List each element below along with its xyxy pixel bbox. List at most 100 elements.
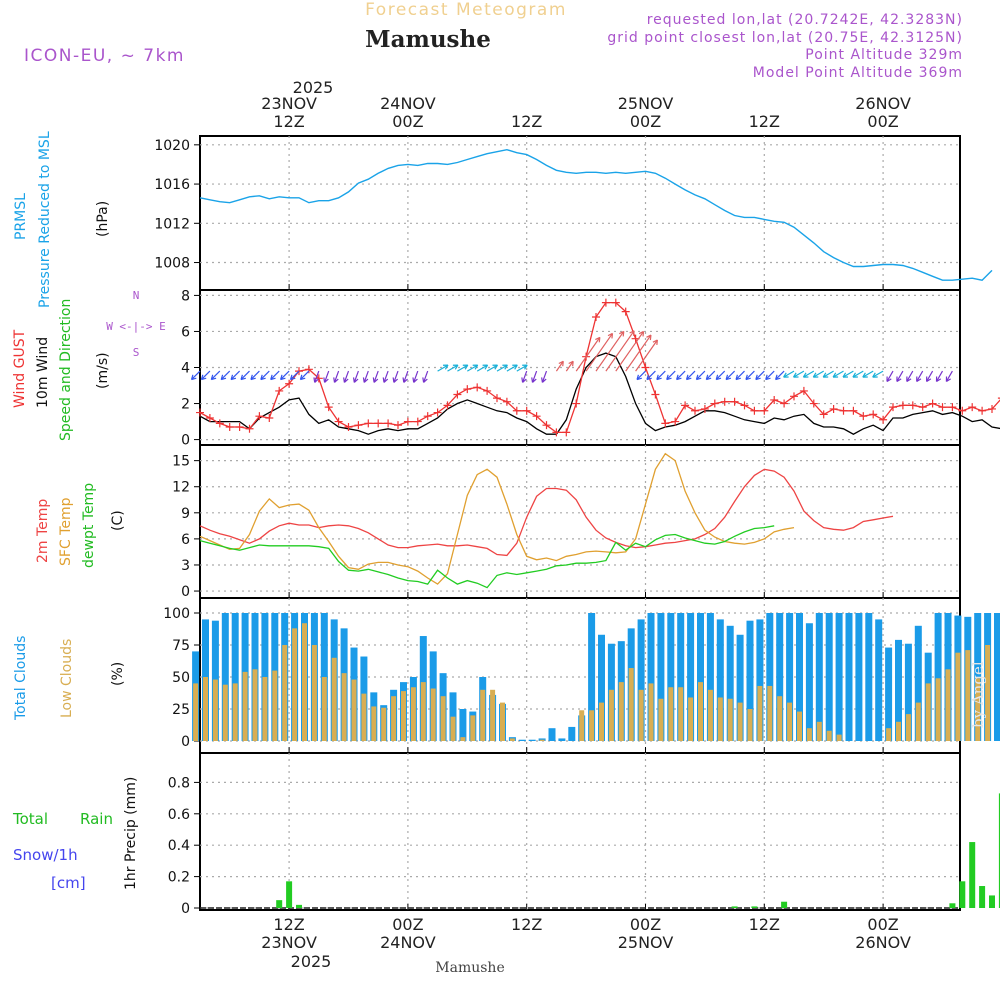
wind-arrow bbox=[605, 330, 635, 372]
top-date-label: 25NOV bbox=[618, 94, 674, 113]
wind-arrowhead bbox=[402, 377, 408, 383]
gust-marker bbox=[740, 401, 749, 410]
wind-arrowhead bbox=[362, 377, 369, 383]
wind-arrow bbox=[457, 364, 469, 372]
wind-arrowhead bbox=[926, 376, 932, 383]
y-tick-label: 2 bbox=[181, 397, 190, 413]
wind-arrow bbox=[333, 370, 340, 383]
wind-arrow bbox=[935, 370, 944, 382]
header-location-title: Mamushe bbox=[365, 26, 491, 53]
gust-marker bbox=[710, 399, 719, 408]
low-cloud-bar bbox=[450, 716, 456, 741]
low-cloud-bar bbox=[341, 673, 347, 741]
total-cloud-bar bbox=[815, 613, 823, 741]
wind-arrowhead bbox=[190, 374, 197, 381]
rain-bar bbox=[989, 895, 995, 908]
gust-marker bbox=[453, 390, 462, 399]
wind-arrow bbox=[615, 331, 645, 372]
rain-bar bbox=[286, 881, 293, 908]
top-hour-label: 12Z bbox=[511, 112, 542, 131]
gust-marker bbox=[691, 406, 699, 415]
wind-arrow bbox=[423, 370, 429, 383]
low-cloud-bar bbox=[440, 696, 446, 741]
y-tick-label: 0 bbox=[181, 584, 190, 600]
wind-gust-line bbox=[199, 301, 1000, 434]
total-cloud-bar bbox=[796, 613, 803, 741]
total-cloud-bar bbox=[746, 620, 754, 741]
top-hour-label: 12Z bbox=[749, 112, 780, 131]
low-cloud-bar bbox=[262, 677, 268, 741]
y-tick-label: 8 bbox=[181, 288, 190, 304]
gust-marker bbox=[928, 399, 937, 408]
wind-arrow bbox=[280, 370, 290, 381]
gust-marker bbox=[958, 406, 967, 415]
low-cloud-bar bbox=[707, 689, 713, 741]
panel-frame bbox=[199, 752, 961, 911]
wind-arrow bbox=[210, 370, 221, 381]
wind-arrow bbox=[842, 370, 854, 378]
wind-arrowhead bbox=[896, 376, 902, 383]
rain-bar bbox=[959, 881, 966, 908]
header-subtitle: Forecast Meteogram bbox=[365, 0, 567, 20]
gust-marker bbox=[948, 403, 957, 412]
gust-marker bbox=[770, 395, 779, 404]
rain-bar bbox=[949, 903, 956, 908]
low-cloud-bar bbox=[292, 628, 298, 741]
low-cloud-bar bbox=[272, 670, 278, 741]
wind-arrow bbox=[676, 370, 686, 381]
low-cloud-bar bbox=[975, 678, 981, 741]
wind-arrowhead bbox=[852, 372, 858, 378]
wind-arrowhead bbox=[666, 374, 672, 381]
low-cloud-bar bbox=[212, 679, 218, 741]
bottom-date-label: 26NOV bbox=[855, 933, 911, 952]
wind-arrow bbox=[745, 370, 755, 381]
wind-arrow bbox=[765, 370, 775, 381]
gust-marker bbox=[324, 403, 333, 412]
gust-marker bbox=[601, 298, 610, 307]
gust-marker bbox=[908, 401, 917, 410]
gust-marker bbox=[988, 404, 996, 413]
wind-speed-line bbox=[199, 352, 1000, 435]
wind-arrowhead bbox=[755, 374, 761, 381]
precip-label-rain: Rain bbox=[80, 810, 113, 828]
wind-arrowhead bbox=[442, 364, 449, 370]
top-hour-label: 00Z bbox=[392, 112, 423, 131]
wind-arrow bbox=[862, 370, 874, 378]
wind-arrowhead bbox=[745, 374, 751, 381]
low-cloud-bar bbox=[905, 714, 911, 741]
wind-arrow bbox=[260, 370, 270, 381]
y-tick-label: 4 bbox=[181, 361, 190, 377]
total-cloud-bar bbox=[221, 613, 229, 741]
wind-arrow bbox=[299, 370, 310, 381]
wind-arrowhead bbox=[522, 364, 528, 370]
wind-arrowhead bbox=[783, 372, 789, 378]
wind-arrowhead bbox=[705, 374, 712, 381]
bottom-hour-label: 00Z bbox=[392, 915, 423, 934]
total-cloud-bar bbox=[518, 739, 526, 741]
wind-arrowhead bbox=[313, 377, 319, 383]
wind-arrow bbox=[476, 364, 488, 372]
gust-marker bbox=[809, 399, 818, 408]
wind-arrow bbox=[220, 370, 231, 381]
low-cloud-bar bbox=[668, 687, 674, 741]
gust-marker bbox=[344, 422, 353, 431]
wind-arrow bbox=[646, 370, 656, 381]
gust-marker bbox=[661, 419, 670, 428]
wind-arrow bbox=[353, 370, 359, 383]
total-cloud-bar bbox=[657, 613, 665, 741]
top-hour-label: 00Z bbox=[867, 112, 898, 131]
low-cloud-bar bbox=[925, 683, 931, 741]
total-cloud-bar bbox=[855, 613, 863, 741]
wind-arrow bbox=[516, 364, 528, 372]
wind-arrow bbox=[686, 370, 696, 381]
compass-north: N bbox=[133, 289, 140, 302]
low-cloud-bar bbox=[797, 711, 802, 741]
wind-arrowhead bbox=[676, 374, 682, 381]
gust-marker bbox=[196, 408, 204, 417]
rain-bar bbox=[969, 842, 976, 908]
top-date-label: 24NOV bbox=[380, 94, 436, 113]
y-tick-label: 25 bbox=[172, 702, 190, 718]
low-cloud-bar bbox=[787, 702, 793, 741]
wind-arrow bbox=[403, 370, 409, 383]
